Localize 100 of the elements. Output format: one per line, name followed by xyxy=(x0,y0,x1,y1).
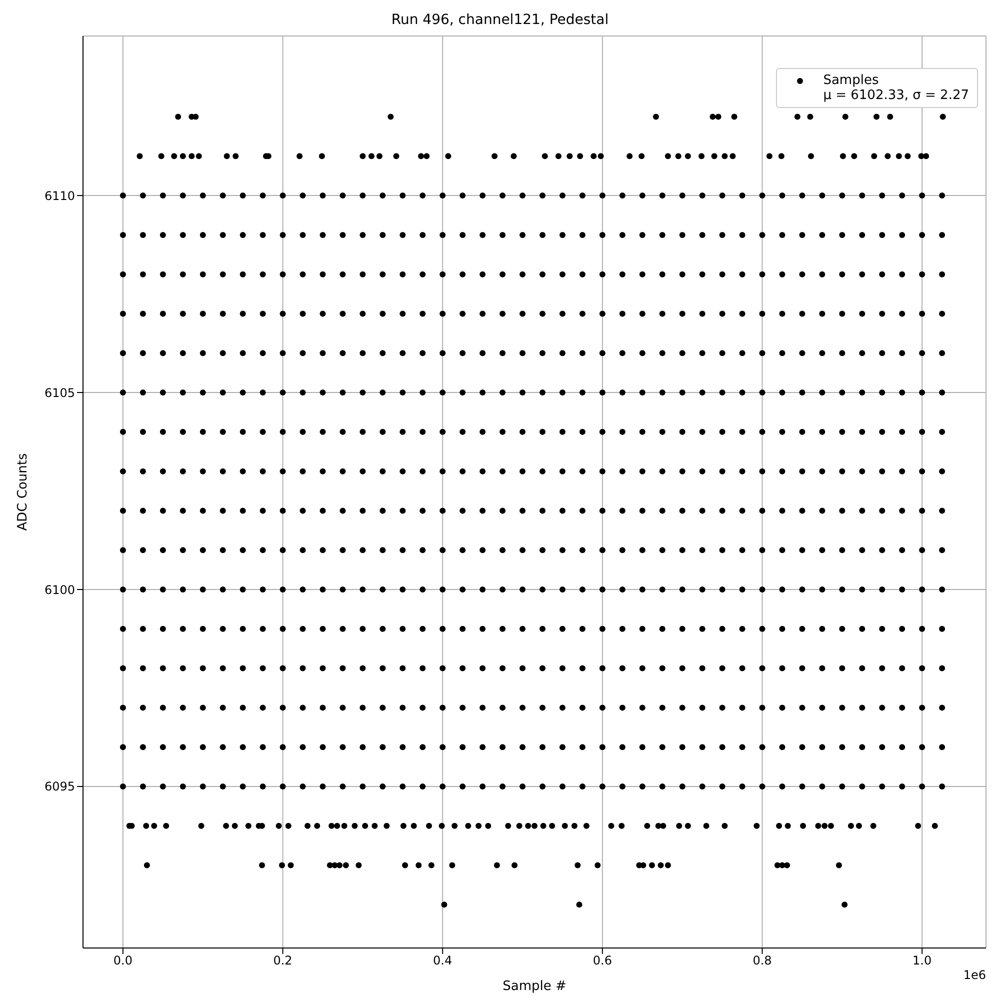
point xyxy=(180,665,186,672)
point xyxy=(340,626,346,632)
point xyxy=(220,508,226,514)
point xyxy=(320,744,326,750)
point xyxy=(919,547,926,554)
point xyxy=(939,586,946,593)
point xyxy=(939,508,946,514)
point xyxy=(380,271,386,278)
point xyxy=(799,704,806,711)
point xyxy=(314,822,320,829)
point xyxy=(240,271,246,278)
point xyxy=(939,783,946,790)
point xyxy=(583,822,590,829)
point xyxy=(859,468,866,474)
point xyxy=(520,350,526,356)
point xyxy=(260,271,266,278)
point xyxy=(800,822,806,829)
point xyxy=(500,468,506,474)
point xyxy=(200,508,206,514)
point xyxy=(360,271,366,278)
point xyxy=(539,508,546,514)
point xyxy=(500,192,506,199)
point xyxy=(220,783,226,790)
point xyxy=(879,192,886,199)
point xyxy=(360,586,366,593)
point xyxy=(120,310,126,317)
point xyxy=(500,626,506,632)
point xyxy=(180,192,186,199)
point xyxy=(698,153,705,160)
point xyxy=(143,822,150,829)
point xyxy=(899,350,906,356)
point xyxy=(542,153,548,160)
point xyxy=(480,744,486,750)
point xyxy=(659,665,666,672)
point xyxy=(420,428,426,435)
point xyxy=(619,428,626,435)
point xyxy=(400,665,406,672)
point xyxy=(659,626,666,632)
point xyxy=(839,390,846,396)
point xyxy=(180,350,186,356)
point xyxy=(480,547,486,554)
point xyxy=(400,192,406,199)
point xyxy=(420,271,426,278)
point xyxy=(599,508,606,514)
point xyxy=(410,822,417,829)
point xyxy=(619,626,626,632)
point xyxy=(360,350,366,356)
point xyxy=(280,192,286,199)
point xyxy=(220,665,226,672)
point xyxy=(494,862,500,868)
point xyxy=(140,783,146,790)
point xyxy=(799,271,806,278)
point xyxy=(380,310,386,317)
point xyxy=(839,508,846,514)
point xyxy=(923,153,930,160)
point xyxy=(932,822,938,829)
point xyxy=(842,114,848,120)
point xyxy=(819,350,826,356)
x-tick-label: 0.0 xyxy=(113,954,133,968)
point xyxy=(719,350,726,356)
point xyxy=(919,508,926,514)
point xyxy=(848,822,854,829)
point xyxy=(679,390,686,396)
point xyxy=(200,271,206,278)
point xyxy=(819,271,826,278)
point xyxy=(280,704,286,711)
point xyxy=(659,508,666,514)
point xyxy=(679,665,686,672)
point xyxy=(140,428,146,435)
point xyxy=(260,626,266,632)
point xyxy=(679,428,686,435)
point xyxy=(380,468,386,474)
point xyxy=(939,547,946,554)
point xyxy=(220,468,226,474)
point xyxy=(400,428,406,435)
point xyxy=(220,586,226,593)
point xyxy=(260,390,266,396)
point xyxy=(839,310,846,317)
point xyxy=(719,232,726,238)
point xyxy=(280,547,286,554)
point xyxy=(899,428,906,435)
point xyxy=(619,586,626,593)
point xyxy=(679,547,686,554)
point xyxy=(520,547,526,554)
point xyxy=(659,271,666,278)
point xyxy=(460,508,466,514)
point xyxy=(416,862,422,868)
point xyxy=(679,350,686,356)
point xyxy=(360,468,366,474)
point xyxy=(196,153,202,160)
point xyxy=(579,271,586,278)
point xyxy=(460,468,466,474)
point xyxy=(380,586,386,593)
point xyxy=(618,822,625,829)
point xyxy=(500,390,506,396)
point xyxy=(939,310,946,317)
x-tick-label: 1.0 xyxy=(912,954,932,968)
point xyxy=(819,626,826,632)
point xyxy=(380,508,386,514)
point xyxy=(719,508,726,514)
